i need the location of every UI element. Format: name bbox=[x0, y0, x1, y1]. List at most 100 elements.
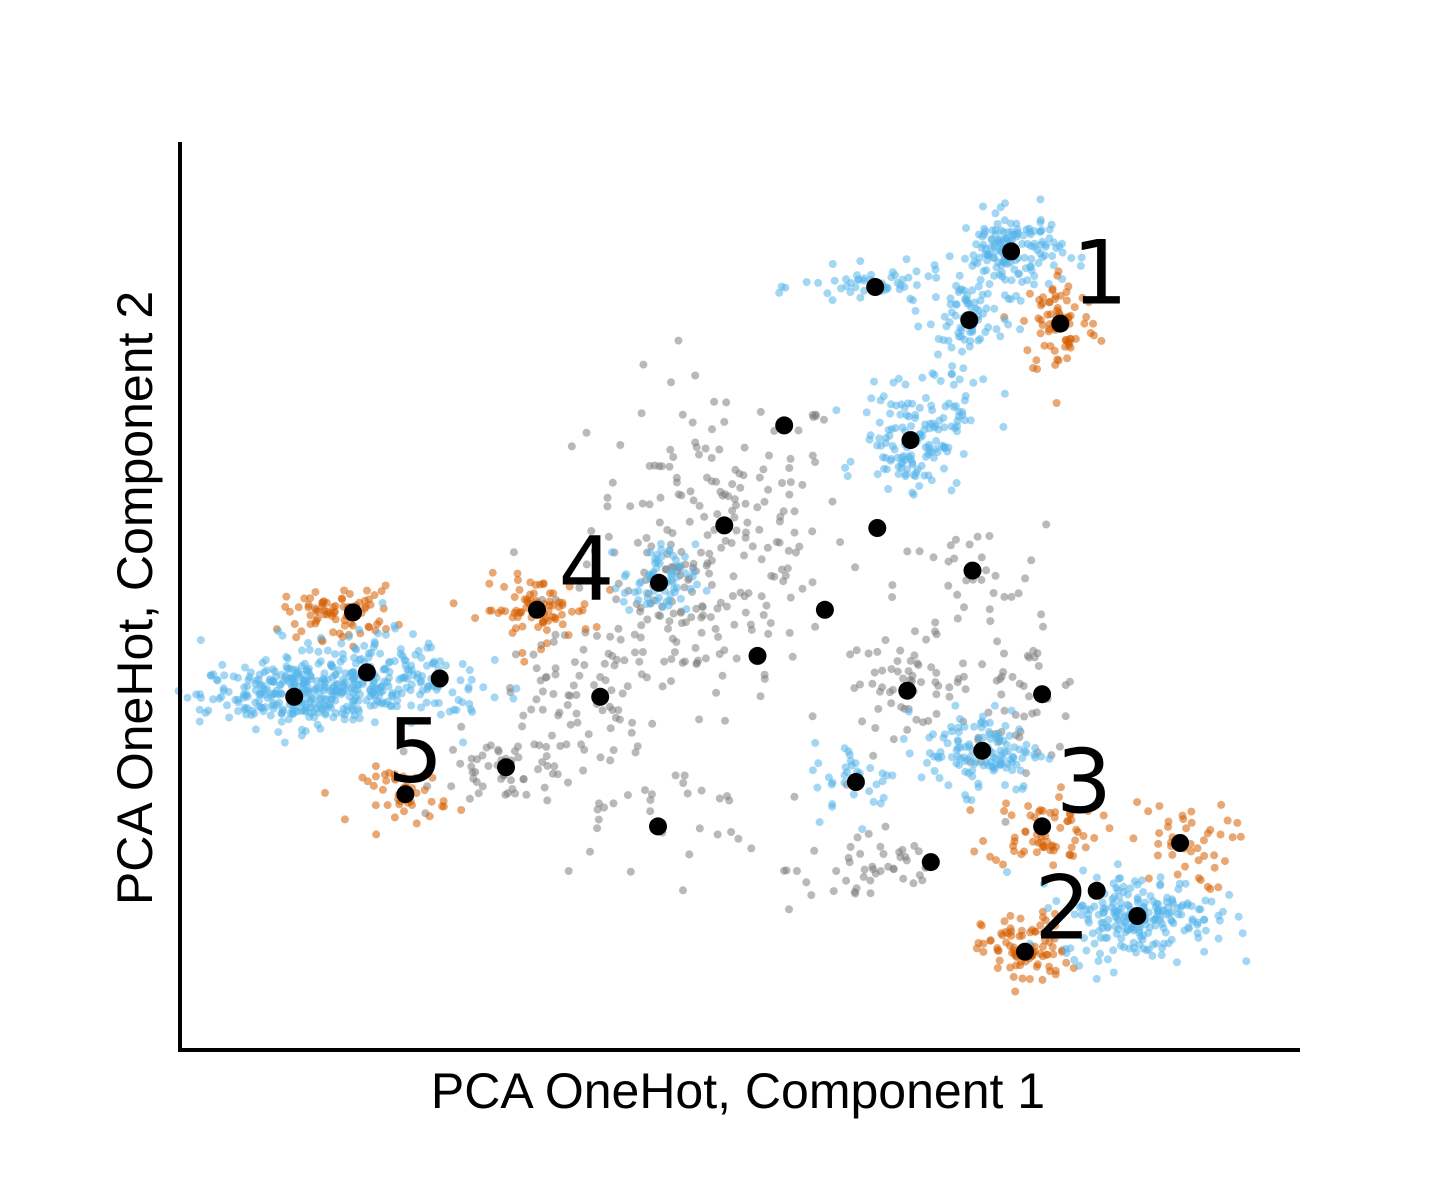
gray-data-point bbox=[876, 687, 884, 696]
gray-data-point bbox=[630, 630, 639, 639]
gray-data-point bbox=[1027, 556, 1036, 565]
orange-data-point bbox=[1210, 863, 1219, 872]
gray-data-point bbox=[631, 748, 640, 757]
centroid-point bbox=[921, 853, 940, 872]
orange-data-point bbox=[292, 633, 301, 642]
orange-data-point bbox=[485, 579, 494, 588]
orange-data-point bbox=[300, 594, 309, 603]
blue-data-point bbox=[814, 759, 823, 768]
gray-data-point bbox=[672, 638, 681, 646]
orange-data-point bbox=[1032, 356, 1041, 365]
blue-data-point bbox=[1020, 747, 1029, 756]
blue-data-point bbox=[959, 364, 968, 373]
gray-data-point bbox=[507, 776, 515, 785]
orange-data-point bbox=[1048, 286, 1057, 295]
orange-data-point bbox=[545, 601, 554, 610]
blue-data-point bbox=[981, 328, 990, 336]
blue-data-point bbox=[306, 671, 315, 680]
gray-data-point bbox=[647, 542, 656, 551]
blue-data-point bbox=[947, 369, 956, 378]
gray-data-point bbox=[422, 768, 431, 777]
blue-data-point bbox=[1194, 905, 1203, 914]
orange-data-point bbox=[1164, 822, 1172, 831]
blue-data-point bbox=[994, 237, 1003, 245]
blue-data-point bbox=[400, 656, 409, 665]
blue-data-point bbox=[635, 579, 644, 588]
gray-data-point bbox=[534, 765, 542, 774]
gray-data-point bbox=[931, 678, 940, 687]
blue-data-point bbox=[1094, 910, 1103, 919]
gray-data-point bbox=[810, 846, 819, 855]
blue-data-point bbox=[251, 725, 260, 734]
gray-data-point bbox=[681, 618, 690, 627]
blue-data-point bbox=[956, 715, 964, 723]
orange-data-point bbox=[966, 806, 975, 815]
gray-data-point bbox=[798, 584, 807, 593]
blue-data-point bbox=[1113, 860, 1122, 869]
gray-data-point bbox=[615, 715, 624, 724]
blue-data-point bbox=[458, 660, 467, 668]
orange-data-point bbox=[501, 607, 510, 616]
blue-data-point bbox=[1126, 884, 1135, 893]
gray-data-point bbox=[511, 650, 520, 659]
blue-data-point bbox=[941, 402, 950, 411]
blue-data-point bbox=[1000, 216, 1009, 225]
gray-data-point bbox=[623, 682, 632, 691]
gray-data-point bbox=[868, 679, 877, 688]
blue-data-point bbox=[223, 701, 231, 710]
blue-data-point bbox=[337, 639, 346, 648]
gray-data-point bbox=[567, 442, 576, 451]
orange-data-point bbox=[1061, 336, 1070, 345]
blue-data-point bbox=[1018, 239, 1027, 248]
orange-data-point bbox=[513, 569, 522, 578]
gray-data-point bbox=[736, 588, 745, 597]
gray-data-point bbox=[760, 674, 769, 683]
blue-data-point bbox=[338, 650, 347, 658]
blue-data-point bbox=[977, 243, 986, 252]
blue-data-point bbox=[1030, 272, 1039, 280]
blue-data-point bbox=[1016, 325, 1025, 334]
orange-data-point bbox=[542, 626, 551, 635]
cluster-label-5: 5 bbox=[387, 700, 443, 803]
gray-data-point bbox=[645, 500, 654, 509]
blue-data-point bbox=[434, 699, 443, 707]
y-axis-label: PCA OneHot, Component 2 bbox=[107, 291, 163, 905]
blue-data-point bbox=[450, 705, 458, 714]
blue-data-point bbox=[974, 734, 983, 743]
blue-data-point bbox=[923, 758, 931, 767]
gray-data-point bbox=[593, 824, 602, 833]
orange-data-point bbox=[979, 947, 988, 956]
blue-data-point bbox=[955, 271, 964, 280]
orange-data-point bbox=[1028, 925, 1037, 934]
gray-data-point bbox=[708, 425, 716, 434]
orange-data-point bbox=[1007, 811, 1016, 820]
gray-data-point bbox=[664, 624, 672, 633]
blue-data-point bbox=[886, 409, 895, 418]
blue-data-point bbox=[944, 336, 953, 345]
gray-data-point bbox=[997, 690, 1006, 699]
blue-data-point bbox=[1092, 873, 1101, 882]
blue-data-point bbox=[958, 347, 966, 356]
orange-data-point bbox=[1017, 926, 1026, 935]
blue-data-point bbox=[954, 737, 963, 746]
blue-data-point bbox=[991, 209, 1000, 218]
orange-data-point bbox=[1099, 811, 1108, 820]
blue-data-point bbox=[932, 273, 941, 282]
blue-data-point bbox=[1092, 974, 1101, 983]
blue-data-point bbox=[304, 689, 313, 698]
blue-data-point bbox=[808, 766, 817, 775]
gray-data-point bbox=[593, 631, 601, 640]
blue-data-point bbox=[939, 733, 948, 742]
blue-data-point bbox=[413, 670, 422, 679]
gray-data-point bbox=[569, 681, 578, 690]
centroid-point bbox=[846, 773, 865, 791]
gray-data-point bbox=[743, 518, 752, 527]
gray-data-point bbox=[897, 703, 906, 712]
gray-data-point bbox=[620, 656, 629, 665]
orange-data-point bbox=[1067, 805, 1076, 814]
blue-data-point bbox=[512, 684, 521, 693]
gray-data-point bbox=[945, 683, 954, 692]
blue-data-point bbox=[939, 413, 948, 422]
gray-data-point bbox=[519, 711, 528, 720]
blue-data-point bbox=[1031, 753, 1040, 762]
